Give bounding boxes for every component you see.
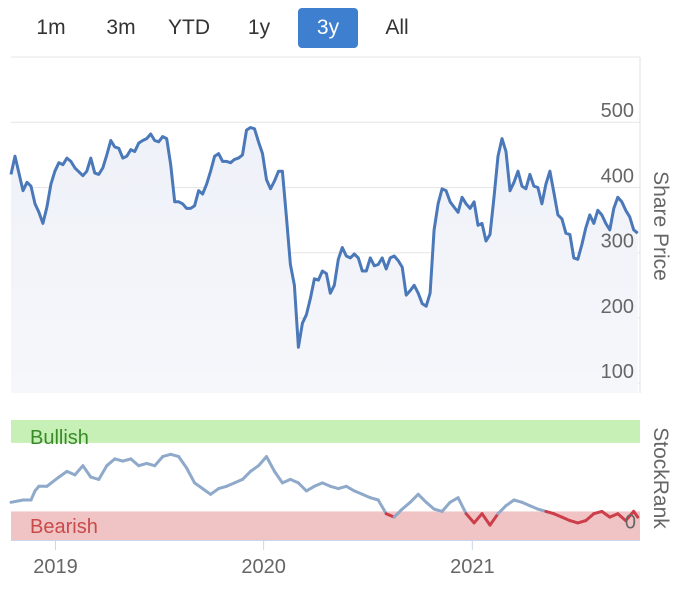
- stockrank-line-segment: [504, 498, 516, 508]
- stockrank-line-segment: [416, 492, 428, 504]
- stockrank-line-segment: [488, 512, 500, 527]
- price-axis-title: Share Price: [649, 171, 672, 281]
- stockrank-line-segment: [400, 500, 412, 511]
- stockrank-line-segment: [257, 455, 268, 468]
- stockrank-line-segment: [29, 489, 37, 502]
- price-y-tick-label: 500: [601, 100, 634, 122]
- stockrank-line-segment: [57, 469, 69, 479]
- x-tick-label: 2019: [33, 556, 78, 578]
- stockrank-line-segment: [456, 496, 468, 516]
- bullish-label: Bullish: [30, 427, 89, 449]
- stockrank-line-segment: [480, 512, 492, 527]
- range-button-3y[interactable]: 3y: [298, 8, 358, 48]
- stockrank-y-axis: 0: [625, 511, 636, 533]
- stockrank-line-segment: [344, 484, 356, 493]
- range-button-1y[interactable]: 1y: [247, 16, 271, 39]
- stockrank-line-segment: [129, 457, 141, 468]
- stockrank-line-segment: [464, 512, 476, 525]
- stockrank-line-segment: [273, 469, 284, 485]
- stockrank-line-segment: [624, 509, 636, 523]
- range-selector: 1m 3m YTD 1y 3y All: [0, 0, 689, 56]
- stockrank-line-segment: [249, 464, 260, 473]
- x-axis: 2019 2020 2021: [33, 540, 495, 578]
- stockrank-line-segment: [584, 512, 596, 523]
- range-button-1m[interactable]: 1m: [36, 16, 66, 39]
- range-button-3m[interactable]: 3m: [106, 16, 136, 39]
- stockrank-line-segment: [472, 512, 484, 525]
- range-button-all[interactable]: All: [385, 16, 409, 39]
- stockrank-line-segment: [9, 498, 25, 504]
- stockrank-line-segment: [201, 487, 213, 496]
- stockrank-line-segment: [616, 512, 628, 523]
- price-y-tick-label: 300: [601, 231, 634, 253]
- price-y-tick-label: 200: [601, 296, 634, 318]
- stockrank-line-segment: [376, 498, 388, 516]
- stockrank-line-segment: [600, 509, 612, 519]
- stockrank-line-segment: [241, 469, 252, 481]
- stockrank-line-segment: [265, 455, 276, 473]
- stockrank-axis-title: StockRank: [649, 427, 672, 529]
- stockrank-line-segment: [153, 455, 165, 468]
- bearish-band: [11, 511, 640, 540]
- stockrank-line-segment: [177, 455, 189, 470]
- stockrank-line-segment: [424, 500, 436, 511]
- x-tick-label: 2021: [450, 556, 495, 578]
- stockrank-line-segment: [392, 507, 404, 519]
- stockrank-line-segment: [193, 481, 205, 491]
- stockrank-line-segment: [496, 504, 508, 516]
- stockrank-line-segment: [185, 466, 197, 485]
- stockrank-line-segment: [81, 464, 93, 479]
- price-y-axis: 100 200 300 400 500: [601, 100, 634, 383]
- stockrank-line-segment: [105, 457, 117, 468]
- bearish-label: Bearish: [30, 516, 98, 538]
- x-tick-label: 2020: [241, 556, 286, 578]
- range-button-ytd[interactable]: YTD: [168, 16, 210, 39]
- stockrank-line-segment: [73, 464, 85, 477]
- price-series-line: [9, 126, 639, 349]
- price-y-tick-label: 400: [601, 165, 634, 187]
- stockrank-y-tick-label: 0: [625, 511, 636, 533]
- stockrank-line-segment: [209, 487, 221, 496]
- stockrank-line-segment: [440, 500, 452, 513]
- stockrank-line-segment: [296, 481, 308, 493]
- stockrank-line-segment: [408, 492, 420, 504]
- stockrank-line-segment: [45, 475, 61, 488]
- stockrank-line-segment: [97, 464, 109, 481]
- stockrank-line-segment: [448, 496, 460, 504]
- stockrank-line-segment: [632, 509, 640, 519]
- price-y-tick-label: 100: [601, 361, 634, 383]
- stockrank-series: [9, 452, 640, 527]
- bullish-band: [11, 420, 640, 443]
- price-area-fill: [11, 127, 638, 393]
- stockrank-line-segment: [304, 484, 316, 493]
